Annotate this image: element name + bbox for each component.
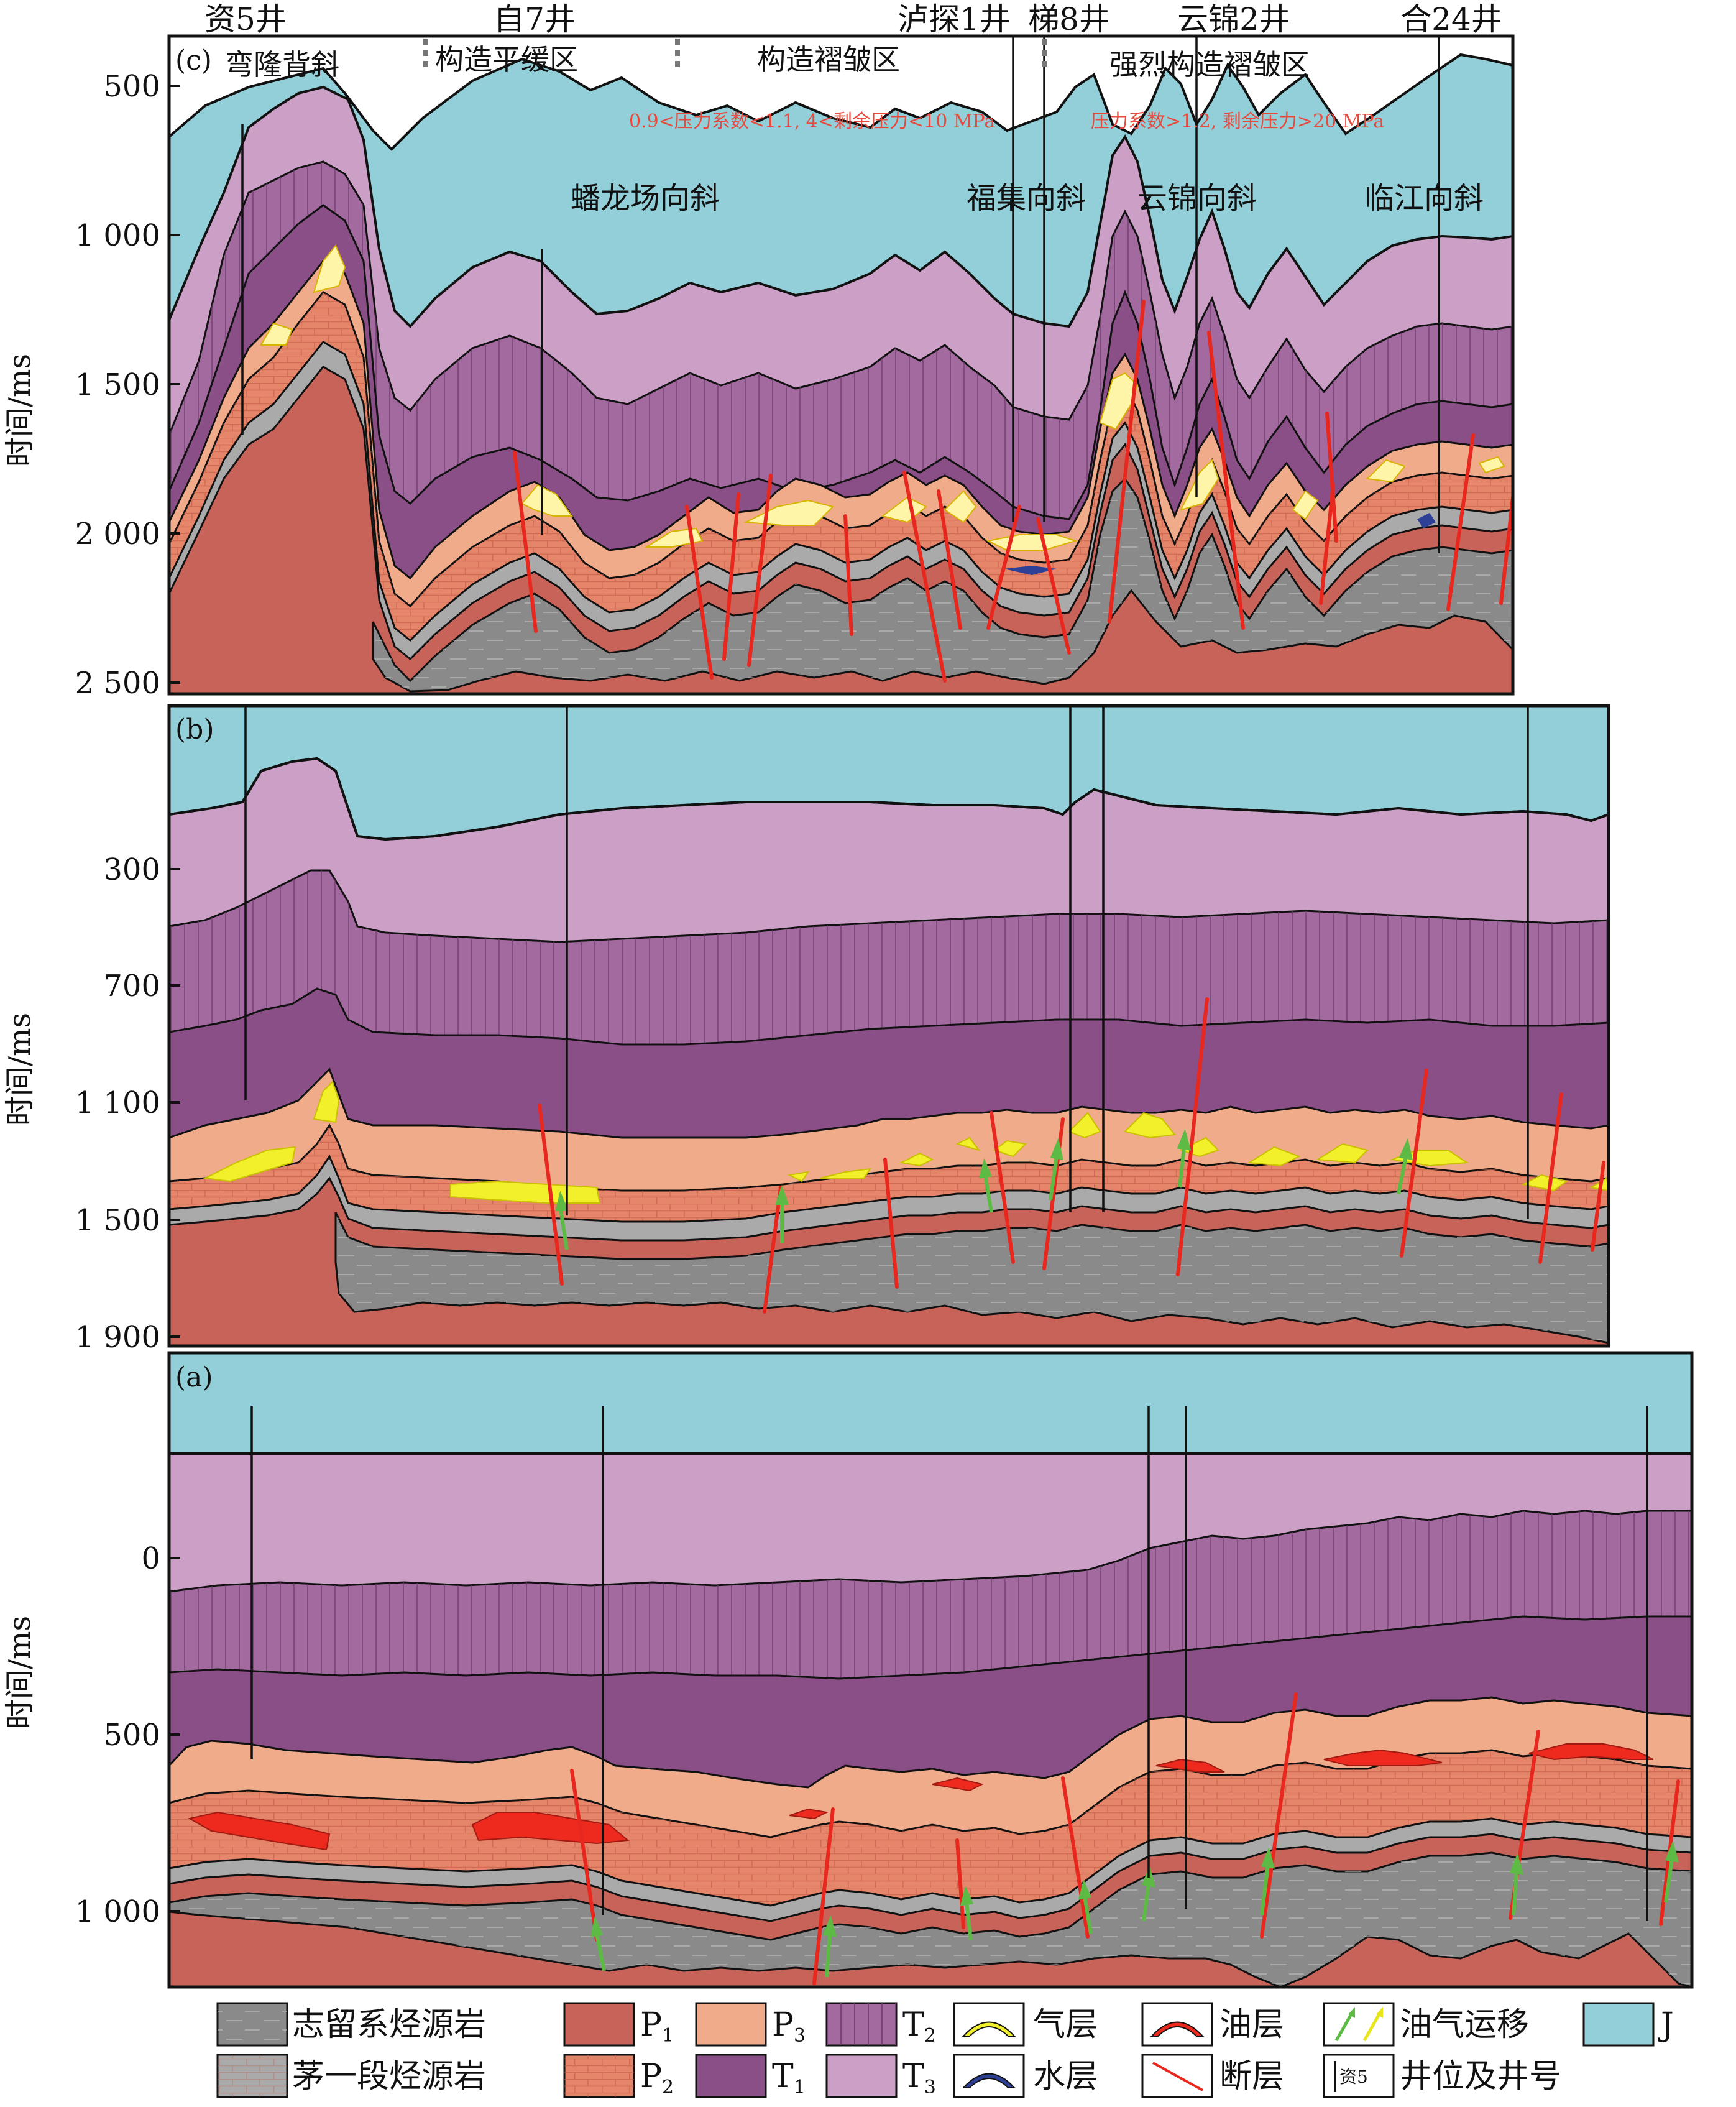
panel-c: 500 1 000 1 500 2 000 2 500 时间/ms 资5井 自7… [2,1,1515,701]
svg-text:井位及井号: 井位及井号 [1400,2058,1561,2095]
b-tick-1900: 1 900 [75,1320,160,1355]
legend-p1: P1 [563,2002,674,2047]
legend-oil: 油层 [1141,2002,1284,2047]
b-axis-label: 时间/ms [2,1013,37,1126]
b-tick-1500: 1 500 [75,1203,160,1238]
c-tick-2000: 2 000 [75,517,160,551]
svg-text:P3: P3 [772,2006,806,2047]
panel-b: 300 700 1 100 1 500 1 900 时间/ms (b) [2,704,1610,1355]
legend-p2: P2 [563,2054,674,2098]
c-tick-1000: 1 000 [75,218,160,253]
c-panel-label: (c) [175,45,212,76]
svg-text:气层: 气层 [1033,2006,1098,2044]
legend-p3: P3 [695,2002,806,2047]
wells-c [241,36,1440,553]
b-tick-300: 300 [103,852,160,887]
c-well-ti8: 梯8井 [1028,1,1110,37]
svg-text:油层: 油层 [1219,2006,1284,2044]
c-syncline-fuji: 福集向斜 [967,181,1086,216]
c-tick-2500: 2 500 [75,666,160,701]
c-pressure-note-2: 压力系数>1.2, 剩余压力>20 MPa [1091,111,1384,132]
faults-b [538,997,1605,1314]
svg-text:J: J [1658,2006,1674,2044]
b-tick-700: 700 [103,969,160,1003]
svg-text:油气运移: 油气运移 [1400,2006,1529,2044]
a-axis-label: 时间/ms [2,1616,37,1729]
legend-water: 水层 [953,2054,1098,2098]
legend-fault: 断层 [1141,2054,1284,2098]
gas-layers-c [260,244,1505,551]
a-tick-0: 0 [141,1541,160,1576]
svg-text:茅一段烃源岩: 茅一段烃源岩 [292,2058,486,2095]
b-tick-1100: 1 100 [75,1086,160,1120]
c-well-lutan1: 泸探1井 [898,1,1011,37]
legend-gas: 气层 [953,2002,1098,2047]
c-tick-500: 500 [103,69,160,104]
svg-text:T3: T3 [902,2058,936,2098]
c-zone-strong-folded: 强烈构造褶皱区 [1109,48,1310,81]
svg-text:水层: 水层 [1033,2058,1098,2095]
svg-text:断层: 断层 [1219,2058,1284,2095]
legend-migration: 油气运移 [1323,2002,1529,2047]
legend-silurian: 志留系烃源岩 [216,2002,486,2047]
faults-c [513,300,1513,683]
a-tick-500: 500 [103,1718,160,1753]
faults-a [570,1692,1680,1985]
svg-text:P2: P2 [640,2058,674,2098]
wells-b [244,706,1529,1219]
legend: 志留系烃源岩 P1 P3 T2 气层 油层 [216,2002,1674,2098]
c-tick-1500: 1 500 [75,367,160,402]
oil-layers-a [188,1743,1654,1851]
wells-a [250,1406,1648,1921]
a-tick-1000: 1 000 [75,1894,160,1929]
c-syncline-panlongchang: 蟠龙场向斜 [571,181,720,216]
c-well-zi7: 自7井 [494,1,576,37]
c-well-he24: 合24井 [1400,1,1502,37]
svg-text:志留系烃源岩: 志留系烃源岩 [292,2006,486,2044]
legend-j: J [1582,2002,1674,2047]
c-zone-gentle: 构造平缓区 [435,43,578,76]
legend-t2: T2 [825,2002,936,2047]
legend-t1: T1 [695,2054,806,2098]
legend-maokou: 茅一段烃源岩 [216,2054,486,2098]
c-syncline-yunjin: 云锦向斜 [1137,181,1257,216]
svg-text:P1: P1 [640,2006,674,2047]
legend-well: 资5 井位及井号 [1323,2054,1561,2098]
c-well-yunjin2: 云锦2井 [1177,1,1290,37]
svg-text:T1: T1 [772,2058,806,2098]
c-pressure-note-1: 0.9<压力系数<1.1, 4<剩余压力<10 MPa [629,111,995,132]
legend-t3: T3 [825,2054,936,2098]
svg-text:T2: T2 [902,2006,936,2047]
c-syncline-linjiang: 临江向斜 [1364,181,1484,216]
migration-arrows-a [590,1840,1679,1978]
c-zone-folded: 构造褶皱区 [757,43,900,76]
panel-a: 0 500 1 000 时间/ms (a) [2,1351,1694,1989]
svg-text:资5: 资5 [1339,2067,1368,2087]
c-zone-dome: 弯隆背斜 [225,48,339,81]
migration-arrows-b [555,1128,1413,1250]
water-layers-c [1004,513,1436,575]
c-well-zi5: 资5井 [204,1,287,37]
a-panel-label: (a) [175,1362,213,1393]
c-axis-label: 时间/ms [2,354,37,467]
b-panel-label: (b) [175,714,214,745]
